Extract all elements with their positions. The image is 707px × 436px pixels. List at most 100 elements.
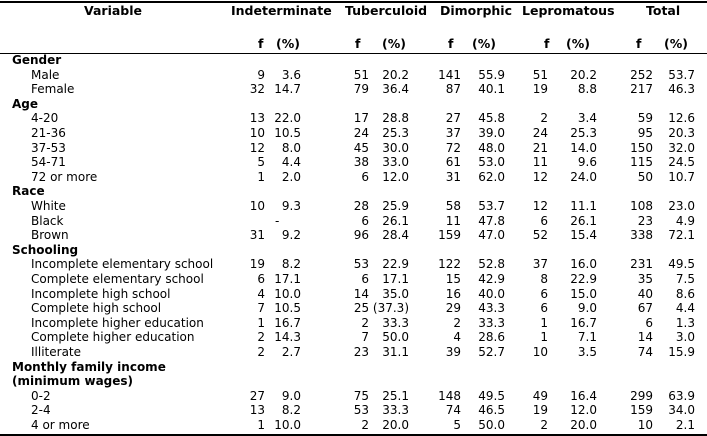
row-label: Black — [31, 213, 64, 228]
cell-percent: 46.3 — [668, 82, 695, 97]
cell-percent: 9.0 — [281, 388, 301, 403]
row-label: 72 or more — [31, 169, 98, 184]
cell-f: 25 (37.3) — [353, 301, 409, 316]
cell-f: 51 — [353, 67, 369, 82]
cell-f: 24 — [353, 126, 369, 140]
cell-percent: 55.9 — [478, 67, 505, 82]
cell-percent: 3.0 — [675, 330, 695, 345]
cell-f: 9 — [257, 67, 265, 82]
header-indeterminate: Indeterminate — [231, 3, 332, 18]
row-label: 2-4 — [31, 403, 51, 418]
cell-f: 4 — [453, 330, 461, 345]
cell-percent: 8.0 — [281, 140, 301, 155]
cell-f: 2 — [257, 330, 265, 345]
header-variable: Variable — [84, 3, 143, 18]
cell-percent: 8.8 — [577, 82, 597, 97]
cell-percent: 63.9 — [668, 388, 695, 403]
cell-f: 23 — [353, 345, 369, 359]
cell-f: 10 — [637, 418, 653, 432]
row-label: Male — [31, 67, 60, 82]
cell-f: 58 — [445, 199, 461, 213]
cell-f: 39 — [445, 345, 461, 359]
cell-percent: 24.5 — [668, 155, 695, 170]
cell-percent: 52.7 — [478, 345, 505, 359]
cell-percent: 22.0 — [274, 111, 301, 126]
cell-percent: 20.3 — [668, 126, 695, 140]
cell-f: 108 — [630, 199, 653, 213]
cell-percent: 4.4 — [675, 301, 695, 316]
cell-percent: 15.9 — [668, 345, 695, 359]
cell-f: 14 — [353, 286, 369, 301]
cell-f: 13 — [249, 111, 265, 126]
cell-f: 31 — [445, 169, 461, 184]
cell-percent: 33.3 — [382, 315, 409, 330]
cell-percent: 49.5 — [668, 257, 695, 272]
cell-f: 6 — [361, 169, 369, 184]
cell-f: 5 — [453, 418, 461, 432]
cell-f: 150 — [630, 140, 653, 155]
bottom-rule — [0, 434, 707, 436]
row-label: White — [31, 199, 66, 213]
row-label: Incomplete elementary school — [31, 257, 214, 272]
row-label: 37-53 — [31, 140, 66, 155]
header-tuberculoid: Tuberculoid — [345, 3, 428, 18]
header-total: Total — [646, 3, 681, 18]
cell-f: 40 — [637, 286, 653, 301]
cell-percent: 47.0 — [478, 228, 505, 243]
cell-f: 10 — [532, 345, 548, 359]
cell-percent: 45.8 — [478, 111, 505, 126]
cell-percent: 17.1 — [382, 272, 409, 286]
cell-f: 252 — [630, 67, 653, 82]
cell-percent: 28.8 — [382, 111, 409, 126]
cell-f: 74 — [445, 403, 461, 418]
row-label: Illiterate — [31, 345, 82, 359]
cell-percent: 3.4 — [577, 111, 597, 126]
cell-f: 35 — [637, 272, 653, 286]
cell-percent: 14.7 — [274, 82, 301, 97]
row-label: Complete high school — [31, 301, 162, 316]
cell-f: 2 — [540, 418, 548, 432]
cell-f: 1 — [257, 418, 265, 432]
cell-f: 6 — [361, 213, 369, 228]
cell-f: 14 — [637, 330, 653, 345]
cell-percent: 35.0 — [382, 286, 409, 301]
cell-percent: 20.0 — [382, 418, 409, 432]
cell-percent: 25.1 — [382, 388, 409, 403]
cell-percent: 10.0 — [274, 418, 301, 432]
cell-f: 24 — [532, 126, 548, 140]
row-label: Incomplete higher education — [31, 315, 204, 330]
cell-percent: 22.9 — [382, 257, 409, 272]
cell-percent: 8.2 — [281, 403, 301, 418]
cell-percent: 20.0 — [570, 418, 597, 432]
cell-percent: 2.1 — [675, 418, 695, 432]
cell-f: 17 — [353, 111, 369, 126]
cell-percent: 10.5 — [274, 301, 301, 316]
cell-f: 28 — [353, 199, 369, 213]
cell-percent: 40.0 — [478, 286, 505, 301]
cell-f: 29 — [445, 301, 461, 316]
cell-f: 231 — [630, 257, 653, 272]
cell-percent: 14.3 — [274, 330, 301, 345]
cell-f: 13 — [249, 403, 265, 418]
subheader-percent: (%) — [664, 36, 688, 51]
cell-f: 87 — [445, 82, 461, 97]
cell-f: 53 — [353, 403, 369, 418]
cell-f: 12 — [532, 169, 548, 184]
cell-f: 12 — [249, 140, 265, 155]
cell-f: 67 — [637, 301, 653, 316]
cell-f: 59 — [637, 111, 653, 126]
cell-percent: 7.5 — [675, 272, 695, 286]
row-label: Complete higher education — [31, 330, 195, 345]
cell-f: 37 — [445, 126, 461, 140]
cell-percent: 17.1 — [274, 272, 301, 286]
cell-f: 50 — [637, 169, 653, 184]
cell-f: 141 — [438, 67, 461, 82]
cell-f: 27 — [249, 388, 265, 403]
subheader-percent: (%) — [382, 36, 406, 51]
cell-percent: 3.5 — [577, 345, 597, 359]
cell-percent: 15.4 — [570, 228, 597, 243]
cell-percent: 8.6 — [675, 286, 695, 301]
cell-f: 12 — [532, 199, 548, 213]
cell-percent: 9.6 — [577, 155, 597, 170]
cell-percent: 40.1 — [478, 82, 505, 97]
